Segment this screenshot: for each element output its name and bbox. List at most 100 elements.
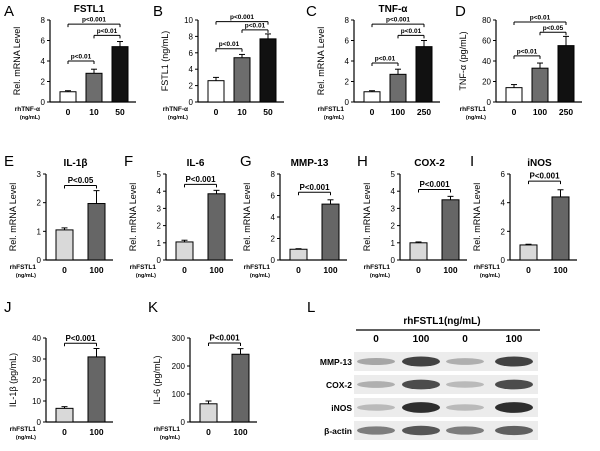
x-category-label: 100 [443, 265, 457, 275]
x-category-label: 0 [296, 265, 301, 275]
y-tick-label: 0 [501, 256, 506, 265]
chart-panel-g: G MMP-13 Rel. mRNA Level 0 2 4 6 8 0 100 rhFSTL1 (n… [240, 153, 347, 279]
blot-band [402, 379, 440, 390]
y-tick-label: 6 [271, 192, 276, 201]
y-axis-label: Rel. mRNA Level [362, 183, 372, 252]
chart-title: COX-2 [414, 158, 445, 169]
treatment-unit: (ng/mL) [370, 273, 390, 279]
y-tick-label: 4 [501, 199, 506, 208]
blot-band [402, 402, 440, 413]
y-tick-label: 2 [189, 82, 194, 91]
y-tick-label: 8 [271, 170, 276, 179]
panel-letter: K [148, 299, 158, 316]
panel-letter: I [470, 153, 474, 170]
bar [175, 241, 194, 261]
blot-band [446, 404, 484, 411]
y-tick-label: 0 [391, 256, 396, 265]
x-category-label: 100 [89, 265, 103, 275]
lane-label: 0 [462, 334, 468, 345]
y-tick-label: 10 [32, 397, 41, 406]
panel-letter-l: L [307, 299, 315, 316]
y-tick-label: 2 [157, 222, 162, 231]
y-axis-label: Rel. mRNA Level [242, 183, 252, 252]
chart-title: IL-6 [187, 158, 205, 169]
bar [321, 203, 340, 261]
lane-label: 100 [506, 334, 523, 345]
treatment-label: rhTNF-α [15, 106, 40, 113]
x-category-label: 0 [512, 107, 517, 117]
panel-letter: G [240, 153, 252, 170]
x-category-label: 250 [559, 107, 573, 117]
treatment-label: rhFSTL1 [364, 264, 391, 271]
y-tick-label: 8 [41, 16, 46, 25]
y-tick-label: 40 [482, 57, 491, 66]
y-tick-label: 8 [345, 16, 350, 25]
y-tick-label: 0 [37, 418, 42, 427]
p-value-label: P<0.001 [65, 334, 96, 343]
y-tick-label: 0 [271, 256, 276, 265]
bar [85, 72, 103, 103]
chart-panel-k: K IL-6 (pg/mL) 0 100 200 300 0 100 rhFSTL1 (ng/mL… [148, 299, 257, 441]
bar [505, 87, 523, 103]
x-category-label: 100 [323, 265, 337, 275]
y-tick-label: 2 [501, 227, 506, 236]
blot-band [357, 426, 395, 435]
p-value-label: p<0.01 [375, 56, 396, 63]
y-tick-label: 80 [482, 16, 491, 25]
y-tick-label: 1 [37, 227, 42, 236]
p-value-label: P<0.001 [185, 175, 216, 184]
blot-row-label: iNOS [331, 403, 352, 413]
p-value-label: p<0.01 [401, 28, 422, 35]
blot-row-label: COX-2 [326, 380, 352, 390]
y-tick-label: 2 [41, 78, 46, 87]
y-tick-label: 4 [271, 213, 276, 222]
y-tick-label: 40 [32, 334, 41, 343]
chart-title: IL-1β [64, 158, 88, 169]
chart-panel-c: C TNF-α Rel. mRNA Level 0 2 4 6 8 0 100 250 rhFSTL1… [306, 3, 440, 121]
y-tick-label: 6 [501, 170, 506, 179]
chart-panel-b: B FSTL1 (ng/mL) 0 2 4 6 8 10 0 10 50 rhTNF-α (ng/mL)… [153, 3, 284, 121]
treatment-unit: (ng/mL) [136, 273, 156, 279]
lane-label: 100 [413, 334, 430, 345]
y-tick-label: 0 [189, 98, 194, 107]
bar [415, 46, 433, 103]
p-value-label: p<0.01 [219, 41, 240, 48]
treatment-label: rhFSTL1 [318, 106, 345, 113]
blot-band [446, 426, 484, 435]
treatment-unit: (ng/mL) [160, 435, 180, 441]
treatment-unit: (ng/mL) [480, 273, 500, 279]
blot-band [446, 381, 484, 388]
x-category-label: 10 [89, 107, 99, 117]
y-tick-label: 30 [32, 355, 41, 364]
x-category-label: 10 [237, 107, 247, 117]
treatment-unit: (ng/mL) [168, 115, 188, 121]
y-tick-label: 0 [37, 256, 42, 265]
blot-row-label: β-actin [324, 426, 352, 436]
y-tick-label: 300 [172, 334, 186, 343]
y-axis-label: Rel. mRNA Level [316, 27, 326, 96]
treatment-label: rhFSTL1 [460, 106, 487, 113]
x-category-label: 0 [206, 427, 211, 437]
y-tick-label: 4 [189, 65, 194, 74]
x-category-label: 100 [89, 427, 103, 437]
y-tick-label: 6 [189, 49, 194, 58]
y-axis-label: TNF-α (pg/mL) [458, 31, 468, 90]
blot-band [495, 356, 533, 367]
y-axis-label: Rel. mRNA Level [8, 183, 18, 252]
y-tick-label: 0 [345, 98, 350, 107]
x-category-label: 250 [417, 107, 431, 117]
p-value-label: p<0.01 [245, 22, 266, 29]
chart-title: TNF-α [379, 4, 409, 15]
p-value-label: p<0.01 [97, 28, 118, 35]
bar [389, 73, 407, 103]
x-category-label: 100 [233, 427, 247, 437]
y-axis-label: IL-6 (pg/mL) [152, 355, 162, 404]
x-category-label: 100 [391, 107, 405, 117]
y-tick-label: 6 [41, 37, 46, 46]
bar [87, 203, 106, 261]
bar [409, 242, 428, 261]
p-value-label: p<0.01 [517, 48, 538, 55]
treatment-label: rhFSTL1 [244, 264, 271, 271]
treatment-unit: (ng/mL) [250, 273, 270, 279]
